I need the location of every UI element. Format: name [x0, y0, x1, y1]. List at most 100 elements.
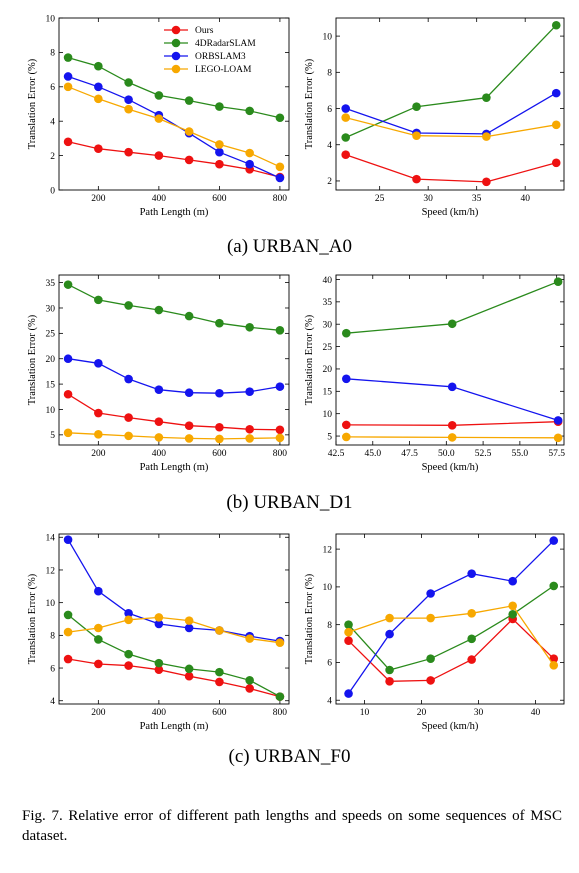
x-tick-label: 200: [91, 449, 106, 459]
series-line-lego-loam: [345, 116, 557, 138]
data-point-4dradarslam: [94, 61, 103, 71]
y-tick-label: 5: [50, 431, 55, 441]
data-point-orbslam3: [94, 586, 103, 596]
data-point-4dradarslam: [508, 609, 517, 619]
data-point-lego-loam: [275, 638, 285, 648]
data-point-4dradarslam: [412, 102, 421, 112]
legend-marker: [171, 51, 181, 61]
panel-caption-c: (c) URBAN_F0: [228, 746, 351, 767]
series-line-orbslam3: [347, 540, 555, 694]
x-tick-label: 200: [91, 708, 106, 718]
x-tick-label: 50.0: [438, 449, 455, 459]
x-tick-label: 10: [360, 708, 370, 718]
y-tick-label: 30: [323, 321, 333, 331]
data-point-4dradarslam: [154, 658, 164, 668]
plot-frame: [58, 17, 290, 191]
data-point-lego-loam: [551, 120, 561, 130]
legend-marker: [171, 38, 181, 48]
data-point-ours: [94, 659, 103, 669]
chart-6: 10 20 30 40 4 6 8 10 12 Speed (km/h) Translation E…: [304, 533, 565, 732]
y-tick-label: 20: [323, 365, 333, 375]
series-line-ours: [348, 618, 555, 682]
data-point-lego-loam: [184, 434, 194, 443]
legend-label: ORBSLAM3: [195, 52, 246, 62]
data-point-lego-loam: [215, 140, 224, 149]
y-tick-label: 10: [323, 32, 333, 42]
data-point-lego-loam: [245, 434, 254, 443]
data-point-4dradarslam: [341, 133, 351, 142]
y-axis-label: Translation Error (%): [27, 58, 38, 149]
chart-3: 200 400 600 800 5 10 15 20 25 30 35 Path Length (m)…: [27, 274, 290, 473]
data-point-ours: [94, 408, 103, 418]
data-point-lego-loam: [245, 148, 254, 158]
y-tick-label: 14: [46, 534, 56, 544]
series-line-lego-loam: [68, 616, 280, 644]
data-point-orbslam3: [94, 82, 103, 92]
y-tick-label: 12: [46, 566, 56, 576]
data-point-orbslam3: [426, 589, 435, 598]
x-tick-label: 400: [152, 708, 167, 718]
y-tick-label: 8: [327, 621, 332, 631]
data-point-ours: [215, 677, 224, 687]
data-point-lego-loam: [245, 634, 254, 643]
data-point-lego-loam: [508, 601, 517, 611]
y-tick-label: 20: [46, 355, 56, 365]
series-line-4dradarslam: [67, 284, 280, 331]
data-point-orbslam3: [184, 623, 194, 633]
series-line-lego-loam: [67, 86, 281, 168]
data-point-4dradarslam: [385, 665, 394, 675]
data-point-lego-loam: [154, 433, 164, 442]
x-tick-label: 400: [152, 194, 167, 204]
x-tick-label: 400: [152, 449, 167, 459]
y-tick-label: 0: [50, 186, 55, 196]
y-tick-label: 10: [323, 583, 333, 593]
x-tick-label: 20: [417, 708, 427, 718]
x-tick-label: 800: [273, 708, 288, 718]
series-line-ours: [345, 154, 557, 183]
data-point-lego-loam: [482, 132, 491, 141]
data-point-ours: [447, 421, 457, 430]
data-point-ours: [184, 155, 194, 165]
data-point-4dradarslam: [215, 318, 224, 328]
data-point-lego-loam: [426, 613, 435, 623]
plot-frame: [335, 274, 565, 446]
y-tick-label: 6: [327, 105, 332, 115]
data-point-ours: [94, 144, 103, 154]
data-point-orbslam3: [344, 689, 353, 698]
data-point-lego-loam: [63, 428, 73, 438]
x-axis-label: Path Length (m): [140, 462, 209, 473]
data-point-4dradarslam: [482, 93, 491, 102]
data-point-orbslam3: [63, 354, 73, 364]
series-line-ours: [67, 393, 280, 431]
y-tick-label: 10: [46, 14, 56, 24]
data-point-lego-loam: [275, 433, 285, 443]
data-point-ours: [215, 159, 224, 169]
y-tick-label: 6: [50, 83, 55, 93]
data-point-4dradarslam: [245, 106, 254, 116]
data-point-4dradarslam: [344, 620, 353, 629]
data-point-orbslam3: [275, 382, 285, 391]
data-point-4dradarslam: [154, 91, 164, 100]
data-point-ours: [467, 655, 476, 664]
data-point-lego-loam: [447, 433, 457, 442]
data-point-orbslam3: [124, 374, 133, 384]
data-point-4dradarslam: [63, 53, 73, 62]
data-point-orbslam3: [275, 173, 285, 183]
data-point-ours: [385, 677, 394, 686]
y-tick-label: 35: [323, 298, 333, 308]
data-point-lego-loam: [94, 94, 103, 104]
y-tick-label: 12: [323, 545, 333, 555]
series-line-4dradarslam: [67, 56, 281, 119]
y-tick-label: 2: [50, 152, 55, 162]
data-point-lego-loam: [154, 114, 164, 123]
y-tick-label: 6: [50, 664, 55, 674]
y-tick-label: 4: [50, 118, 55, 128]
series-line-4dradarslam: [348, 585, 555, 671]
chart-2: 25 30 35 40 2 4 6 8 10 Speed (km/h) Translation Er…: [304, 17, 565, 218]
series-line-orbslam3: [67, 75, 281, 179]
legend: Ours 4DRadarSLAM ORBSLAM3 LEGO-LOAM: [164, 25, 256, 75]
y-axis-label: Translation Error (%): [27, 314, 38, 405]
x-tick-label: 600: [212, 194, 227, 204]
data-point-orbslam3: [63, 535, 73, 545]
